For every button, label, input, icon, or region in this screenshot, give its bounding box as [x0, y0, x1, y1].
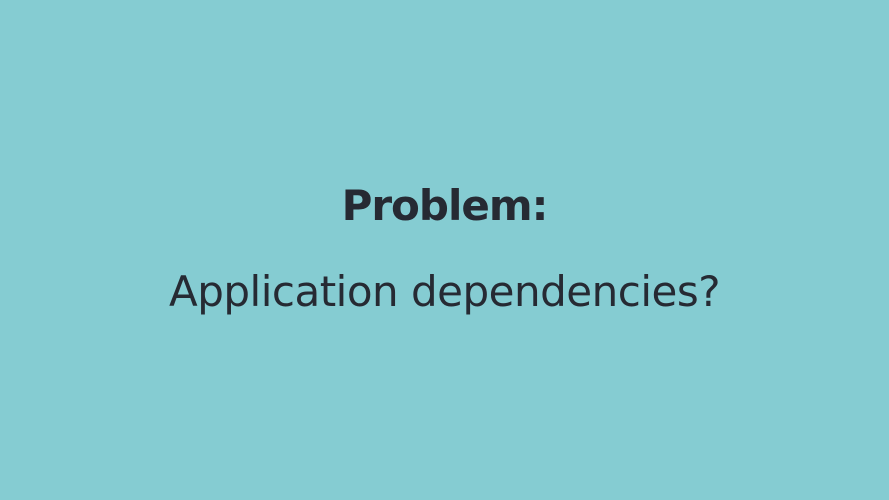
- slide-title: Problem:: [341, 181, 549, 230]
- slide-subtitle: Application dependencies?: [168, 267, 721, 316]
